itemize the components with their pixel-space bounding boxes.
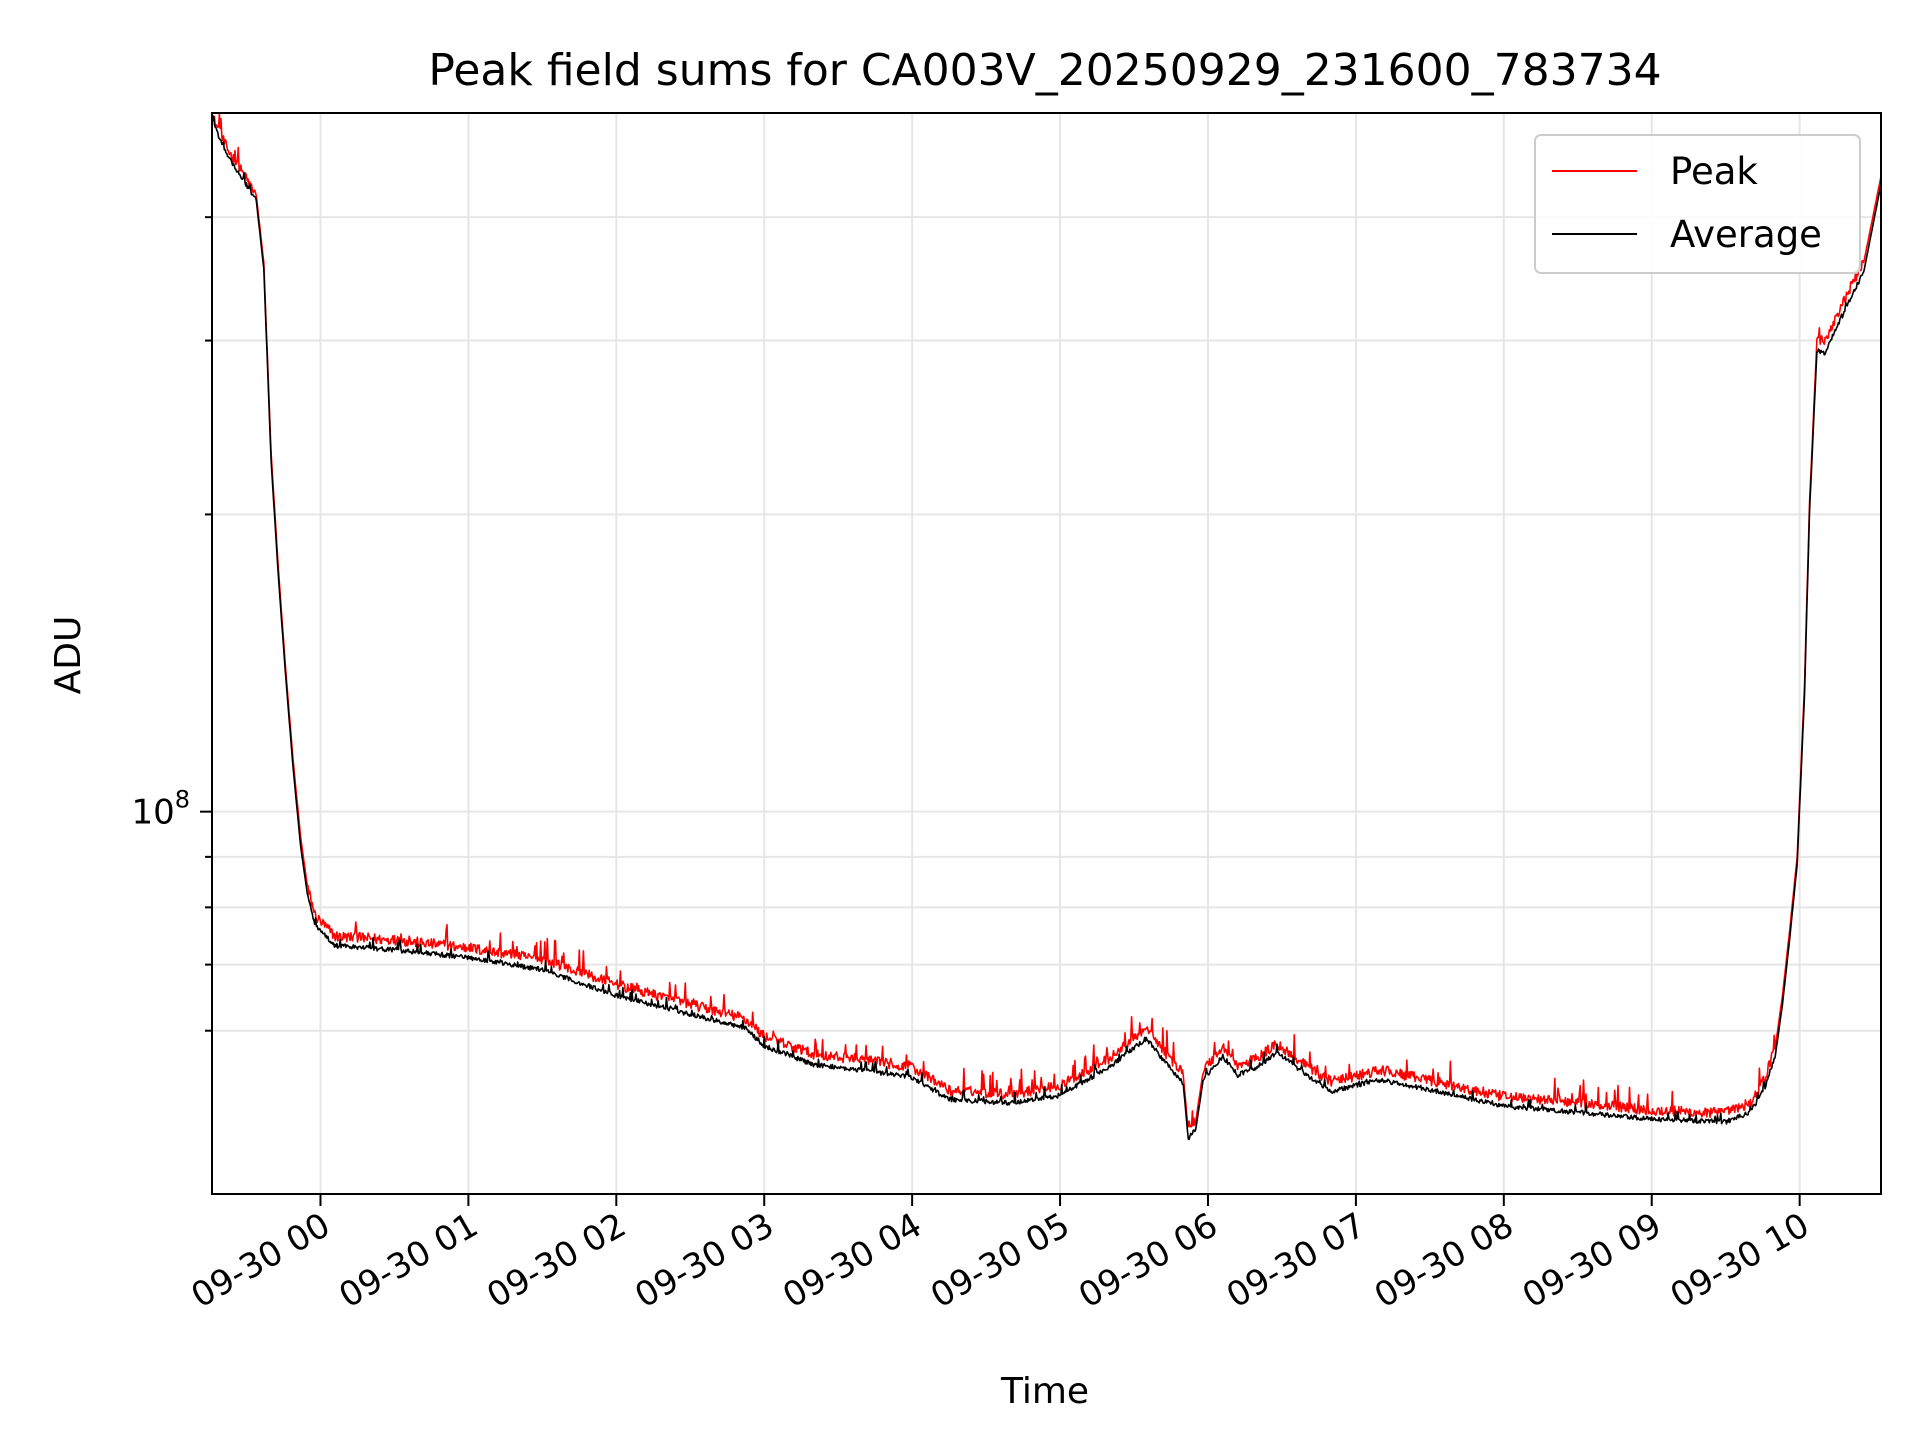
legend: Peak Average [1534, 134, 1861, 274]
y-tick-exponent: 8 [175, 786, 190, 814]
series-line-peak [211, 113, 1882, 1128]
y-axis-label: ADU [48, 616, 89, 695]
chart-title: Peak field sums for CA003V_20250929_2316… [428, 45, 1661, 96]
y-tick-label: 108 [131, 786, 190, 833]
x-axis-label: Time [1000, 1371, 1089, 1412]
grid [212, 113, 1881, 1194]
series-line-average [211, 115, 1882, 1141]
y-axis: 108 [131, 216, 212, 1032]
y-tick-base: 10 [131, 793, 174, 833]
legend-box [1534, 134, 1861, 274]
series-layer [211, 113, 1882, 1141]
legend-label-average: Average [1670, 213, 1822, 256]
legend-label-peak: Peak [1670, 150, 1758, 193]
plot-frame [211, 112, 1882, 1195]
